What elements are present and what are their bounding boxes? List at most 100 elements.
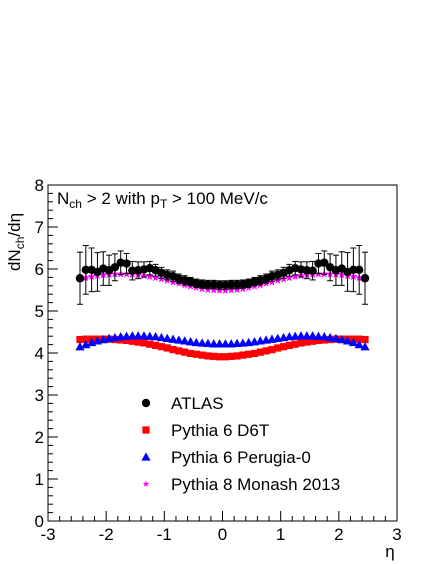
- data-point: [162, 333, 172, 342]
- data-point: [145, 272, 154, 281]
- y-tick-label: 2: [35, 428, 44, 447]
- data-point: [309, 337, 317, 345]
- y-tick-label: 3: [35, 386, 44, 405]
- legend-label: Pythia 8 Monash 2013: [171, 475, 340, 494]
- data-point: [75, 342, 85, 351]
- data-point: [220, 339, 231, 348]
- x-tick-label: 2: [334, 525, 343, 544]
- y-axis-label-tail: /dη: [5, 213, 24, 237]
- annotation-middle: > 2 with p: [82, 189, 160, 208]
- data-point: [303, 338, 311, 346]
- data-point: [268, 346, 276, 354]
- data-point: [215, 353, 224, 361]
- data-point: [76, 335, 84, 344]
- x-tick-label: 0: [218, 525, 227, 544]
- series-pythia-6-perugia-0: [75, 331, 370, 351]
- data-point: [122, 336, 131, 344]
- data-point: [209, 285, 218, 294]
- legend-marker: [141, 398, 151, 408]
- selection-annotation: Nch > 2 with pT > 100 MeV/c: [57, 189, 268, 211]
- data-point: [342, 336, 353, 345]
- annotation-middle-sub: T: [160, 197, 168, 211]
- x-tick-label: -1: [157, 525, 172, 544]
- data-point: [285, 273, 294, 282]
- data-point: [227, 285, 236, 294]
- legend-label: Pythia 6 Perugia-0: [171, 448, 311, 467]
- annotation-prefix-sub: ch: [69, 197, 82, 211]
- data-point: [227, 280, 236, 289]
- data-point: [152, 341, 160, 350]
- data-point: [191, 337, 201, 347]
- data-point: [186, 349, 195, 358]
- data-point: [297, 339, 305, 347]
- data-point: [360, 274, 370, 283]
- data-point: [75, 274, 85, 283]
- legend-marker: [141, 452, 151, 461]
- data-point: [82, 335, 90, 343]
- data-point: [209, 339, 219, 348]
- data-point: [133, 331, 143, 340]
- data-point: [256, 348, 264, 356]
- data-point: [204, 352, 212, 360]
- data-point: [215, 286, 224, 294]
- data-point: [354, 340, 364, 349]
- data-point: [348, 337, 358, 347]
- data-point: [320, 258, 329, 267]
- y-tick-label: 5: [35, 302, 44, 321]
- data-point: [151, 332, 161, 341]
- data-point: [250, 349, 259, 358]
- data-point: [361, 335, 369, 344]
- frame-layer: 0 1 2 3 4 5 6 7 8 -3 -2 -1 0 1 2 3: [35, 176, 402, 544]
- data-point: [291, 340, 299, 348]
- data-point: [157, 343, 166, 351]
- data-point: [203, 280, 213, 289]
- legend-label: ATLAS: [171, 394, 224, 413]
- annotation-prefix: N: [57, 189, 69, 208]
- data-point: [198, 351, 206, 359]
- data-point: [192, 350, 200, 358]
- data-point: [122, 259, 131, 268]
- x-tick-label: -2: [99, 525, 114, 544]
- data-point: [331, 333, 341, 342]
- data-point: [180, 336, 190, 345]
- data-point: [146, 340, 154, 348]
- data-point: [110, 263, 120, 272]
- y-axis-label-main: dN: [5, 249, 24, 271]
- data-point: [302, 331, 312, 340]
- data-point: [156, 332, 167, 342]
- x-tick-label: 3: [392, 525, 401, 544]
- y-tick-label: 7: [35, 218, 44, 237]
- y-axis-label: dNch/dη: [5, 213, 27, 271]
- data-point: [169, 346, 177, 354]
- data-point: [221, 286, 230, 294]
- series-atlas: [75, 244, 370, 305]
- data-point: [239, 351, 247, 359]
- data-point: [81, 265, 91, 275]
- data-point: [274, 344, 282, 352]
- plot-layer: [75, 244, 370, 361]
- data-point: [81, 340, 91, 349]
- y-tick-label: 6: [35, 260, 44, 279]
- data-point: [314, 336, 323, 344]
- data-point: [134, 338, 142, 346]
- data-point: [227, 352, 235, 360]
- legend-marker: [142, 480, 150, 487]
- x-tick-label: 1: [276, 525, 285, 544]
- data-point: [313, 331, 324, 340]
- y-tick-label: 8: [35, 176, 44, 195]
- data-point: [355, 335, 363, 343]
- legend-marker: [142, 426, 150, 434]
- y-tick-label: 4: [35, 344, 44, 363]
- data-point: [308, 266, 317, 275]
- data-point: [215, 280, 224, 290]
- annotation-suffix: > 100 MeV/c: [167, 189, 268, 208]
- data-point: [354, 265, 364, 275]
- data-point: [151, 273, 160, 282]
- data-point: [140, 339, 148, 347]
- y-tick-label: 1: [35, 470, 44, 489]
- y-axis-label-sub: ch: [13, 237, 27, 250]
- data-point: [337, 334, 347, 344]
- data-point: [308, 331, 318, 340]
- data-point: [139, 331, 149, 340]
